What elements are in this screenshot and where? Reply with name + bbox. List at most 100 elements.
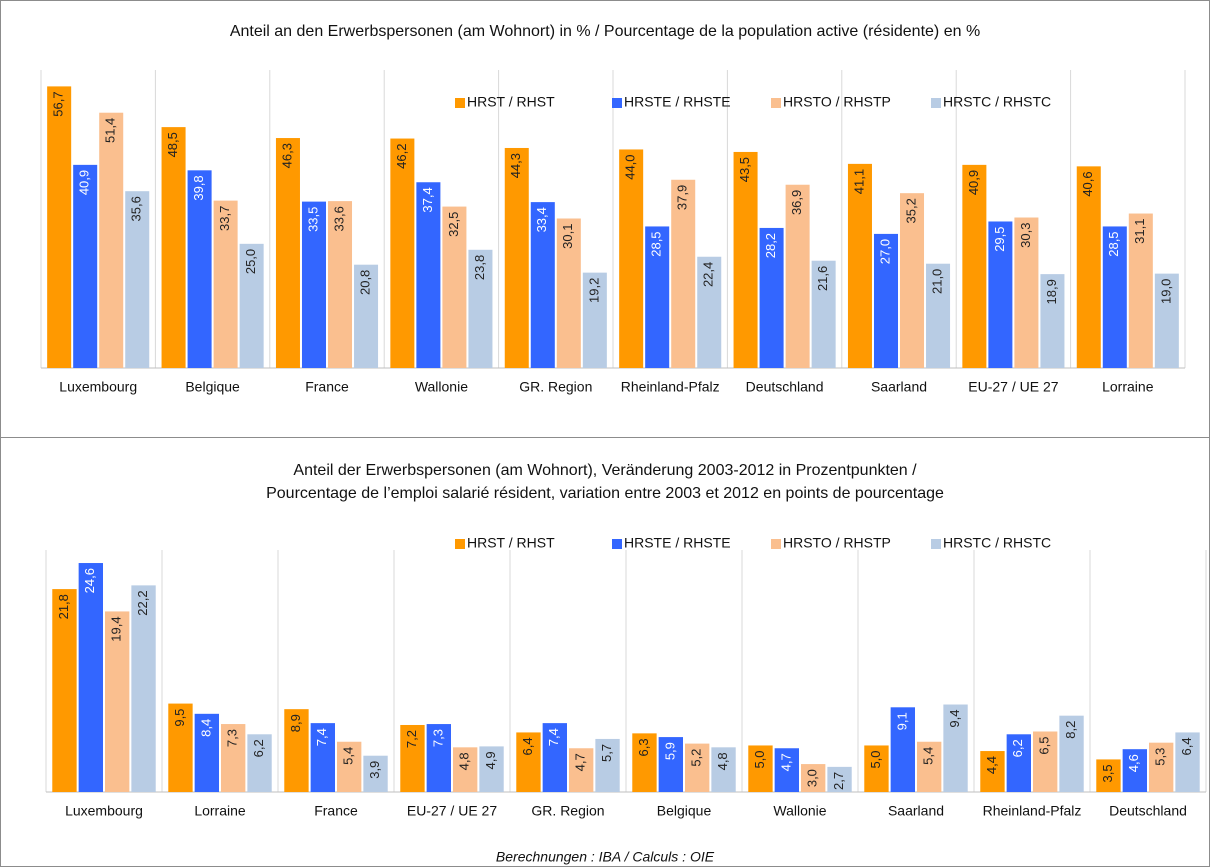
value-label: 4,7: [573, 753, 588, 771]
bar: [556, 218, 581, 368]
bar: [569, 748, 594, 792]
value-label: 24,6: [82, 568, 97, 593]
bar: [1122, 749, 1147, 792]
legend-swatch: [931, 539, 941, 549]
value-label: 27,0: [877, 239, 892, 264]
bar: [645, 226, 670, 368]
value-label: 18,9: [1044, 279, 1059, 304]
bar: [52, 589, 77, 792]
chart-title: Anteil an den Erwerbspersonen (am Wohnor…: [230, 23, 980, 40]
value-label: 36,9: [789, 190, 804, 215]
value-label: 31,1: [1132, 219, 1147, 244]
bar: [962, 164, 987, 368]
chart-title: Pourcentage de l’emploi salarié résident…: [266, 485, 944, 502]
value-label: 3,9: [367, 761, 382, 779]
legend-label: HRSTE / RHSTE: [624, 535, 731, 551]
legend-label: HRSTC / RHSTC: [943, 535, 1051, 551]
value-label: 37,4: [420, 187, 435, 212]
bar: [1128, 213, 1153, 368]
bar: [900, 193, 925, 368]
bar: [131, 585, 156, 792]
value-label: 9,5: [172, 709, 187, 727]
bar: [988, 221, 1013, 368]
value-label: 23,8: [472, 255, 487, 280]
value-label: 7,4: [546, 728, 561, 746]
value-label: 19,0: [1158, 279, 1173, 304]
bar: [1059, 715, 1084, 792]
bar: [1102, 226, 1127, 368]
bar: [811, 260, 836, 368]
value-label: 19,4: [109, 616, 124, 641]
bar: [1149, 742, 1174, 792]
bar: [980, 751, 1005, 792]
bar: [47, 86, 72, 368]
legend-label: HRSTO / RHSTP: [783, 535, 891, 551]
bar: [685, 743, 710, 792]
bar: [105, 611, 130, 792]
value-label: 28,2: [763, 233, 778, 258]
value-label: 5,7: [599, 744, 614, 762]
x-tick-label: Belgique: [185, 379, 240, 395]
legend-swatch: [455, 539, 465, 549]
bar: [926, 263, 951, 368]
bar: [733, 151, 758, 368]
bar: [1040, 274, 1065, 368]
bar: [542, 723, 567, 792]
legend-label: HRSTE / RHSTE: [624, 94, 731, 110]
value-label: 33,7: [217, 206, 232, 231]
value-label: 8,9: [288, 714, 303, 732]
bar: [328, 201, 353, 368]
value-label: 9,1: [894, 712, 909, 730]
value-label: 5,0: [868, 750, 883, 768]
bar: [78, 563, 103, 792]
x-tick-label: Rheinland-Pfalz: [983, 803, 1082, 819]
value-label: 6,4: [520, 737, 535, 755]
value-label: 22,4: [701, 262, 716, 287]
value-label: 4,9: [483, 751, 498, 769]
value-label: 25,0: [243, 249, 258, 274]
value-label: 6,5: [1037, 737, 1052, 755]
bar: [468, 249, 493, 368]
bar: [390, 138, 415, 368]
legend-swatch: [612, 539, 622, 549]
value-label: 21,0: [929, 269, 944, 294]
value-label: 44,0: [623, 154, 638, 179]
value-label: 21,6: [815, 266, 830, 291]
bar: [247, 734, 272, 792]
value-label: 5,0: [752, 750, 767, 768]
x-tick-label: Lorraine: [194, 803, 246, 819]
value-label: 21,8: [56, 594, 71, 619]
bar: [1033, 731, 1058, 792]
bar: [400, 724, 425, 792]
bar: [774, 748, 799, 792]
value-label: 6,2: [1010, 739, 1025, 757]
source-note: Berechnungen : IBA / Calculs : OIE: [496, 849, 715, 865]
bar: [275, 138, 300, 368]
bar: [595, 738, 620, 792]
value-label: 5,3: [1153, 748, 1168, 766]
value-label: 3,0: [805, 769, 820, 787]
bar: [864, 745, 889, 792]
bar: [697, 256, 722, 368]
bar: [619, 149, 644, 368]
value-label: 7,4: [314, 728, 329, 746]
x-tick-label: France: [314, 803, 358, 819]
x-tick-label: Luxembourg: [65, 803, 143, 819]
value-label: 3,5: [1100, 764, 1115, 782]
bar: [632, 733, 657, 792]
value-label: 51,4: [103, 118, 118, 143]
value-label: 46,3: [279, 143, 294, 168]
value-label: 48,5: [165, 132, 180, 157]
x-tick-label: EU-27 / UE 27: [407, 803, 497, 819]
legend-swatch: [931, 98, 941, 108]
value-label: 4,8: [715, 752, 730, 770]
legend-label: HRSTO / RHSTP: [783, 94, 891, 110]
bar: [516, 732, 541, 792]
bar: [479, 746, 504, 792]
value-label: 33,5: [305, 207, 320, 232]
value-label: 33,4: [534, 207, 549, 232]
legend-swatch: [455, 98, 465, 108]
x-tick-label: Belgique: [657, 803, 712, 819]
value-label: 35,2: [903, 198, 918, 223]
